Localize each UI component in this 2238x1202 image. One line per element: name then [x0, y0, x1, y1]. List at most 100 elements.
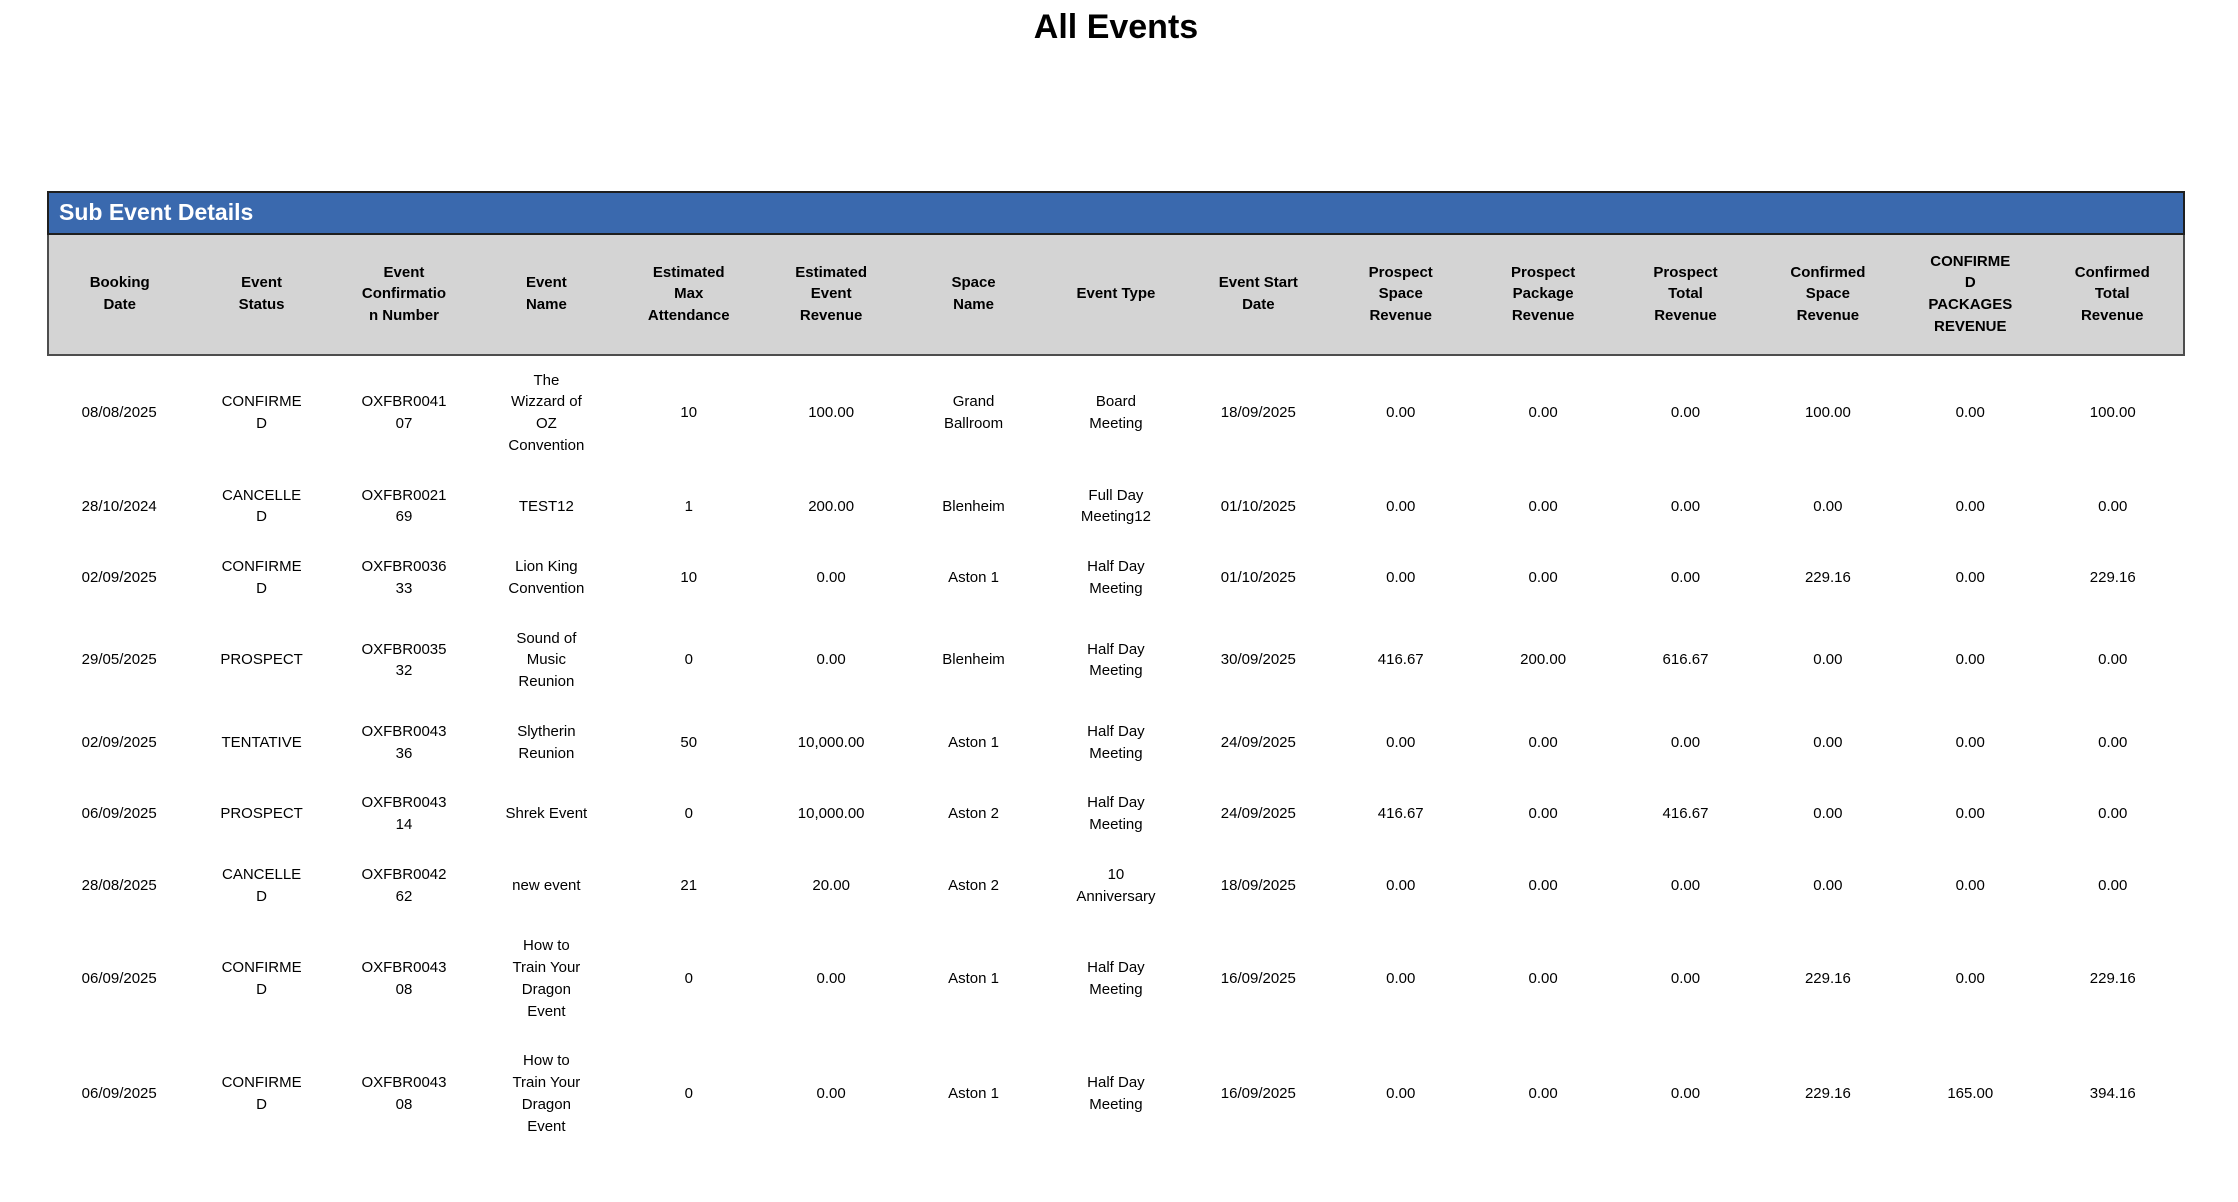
sub-event-details-table: Sub Event Details Booking Date Event Stat… [46, 191, 2185, 1152]
table-cell: 416.67 [1329, 613, 1472, 707]
table-cell: 0.00 [1614, 849, 1757, 922]
table-row: 29/05/2025 PROSPECT OXFBR0035 32 Sound of M… [48, 613, 2184, 707]
table-cell: 0.00 [759, 613, 903, 707]
table-cell: Aston 1 [902, 921, 1045, 1037]
table-cell: OXFBR0043 08 [332, 921, 476, 1037]
column-header: Estimated Event Revenue [759, 233, 903, 356]
column-header: Event Status [190, 233, 333, 356]
table-cell: 02/09/2025 [48, 542, 191, 614]
table-cell: 165.00 [1899, 1036, 2042, 1152]
table-cell: 01/10/2025 [1187, 542, 1330, 614]
table-cell: 0.00 [1899, 613, 2042, 707]
table-cell: 229.16 [1756, 542, 1900, 614]
table-row: 02/09/2025 CONFIRME D OXFBR0036 33 Lion Kin… [48, 542, 2184, 614]
table-cell: 229.16 [1756, 921, 1900, 1037]
table-cell: Blenheim [902, 470, 1045, 543]
column-header: Event Name [475, 233, 618, 356]
page-title: All Events [1033, 8, 1199, 46]
table-cell: 0.00 [1756, 849, 1900, 922]
table-cell: 0.00 [1899, 778, 2042, 850]
table-cell: 0.00 [1614, 921, 1757, 1037]
table-cell: 10,000.00 [759, 778, 903, 850]
table-cell: Full Day Meeting12 [1044, 470, 1188, 543]
table-cell: 0.00 [1471, 706, 1615, 779]
table-cell: OXFBR0041 07 [332, 354, 476, 471]
table-cell: 06/09/2025 [48, 921, 191, 1037]
column-header: Event Start Date [1187, 233, 1330, 356]
table-cell: CONFIRME D [190, 921, 333, 1037]
table-cell: TENTATIVE [190, 706, 333, 779]
table-cell: 18/09/2025 [1187, 354, 1330, 471]
table-cell: Board Meeting [1044, 354, 1188, 471]
table-cell: 06/09/2025 [48, 778, 191, 850]
table-row: 08/08/2025 CONFIRME D OXFBR0041 07 The Wizz… [48, 354, 2184, 471]
table-cell: 24/09/2025 [1187, 778, 1330, 850]
column-header: Prospect Space Revenue [1329, 233, 1472, 356]
table-cell: 0.00 [1614, 470, 1757, 543]
table-cell: 0.00 [1329, 921, 1472, 1037]
table-row: 06/09/2025 CONFIRME D OXFBR0043 08 How to T… [48, 1036, 2184, 1152]
table-cell: 100.00 [2041, 354, 2184, 471]
table-cell: 10 Anniversary [1044, 849, 1188, 922]
table-cell: 08/08/2025 [48, 354, 191, 471]
table-cell: 0.00 [1471, 921, 1615, 1037]
column-header: Event Type [1044, 233, 1188, 356]
report-page: All Events Sub Event Details Booking Dat… [46, 8, 2185, 1152]
table-cell: 16/09/2025 [1187, 921, 1330, 1037]
table-cell: 0.00 [759, 921, 903, 1037]
table-cell: 0.00 [1899, 354, 2042, 471]
table-cell: 229.16 [1756, 1036, 1900, 1152]
table-cell: Half Day Meeting [1044, 706, 1188, 779]
table-cell: 100.00 [759, 354, 903, 471]
table-row: 28/10/2024 CANCELLE D OXFBR0021 69 TEST12 1 2… [48, 470, 2184, 543]
table-cell: 0 [617, 613, 760, 707]
table-cell: 0.00 [759, 542, 903, 614]
column-header: Confirmed Total Revenue [2041, 233, 2185, 356]
table-cell: Half Day Meeting [1044, 613, 1188, 707]
table-cell: 18/09/2025 [1187, 849, 1330, 922]
table-cell: PROSPECT [190, 613, 333, 707]
table-cell: OXFBR0021 69 [332, 470, 476, 543]
table-cell: 229.16 [2041, 542, 2184, 614]
table-cell: Aston 1 [902, 1036, 1045, 1152]
table-cell: 0.00 [1899, 542, 2042, 614]
column-header: CONFIRME D PACKAGES REVENUE [1899, 233, 2042, 356]
table-cell: Half Day Meeting [1044, 1036, 1188, 1152]
table-cell: 100.00 [1756, 354, 1900, 471]
table-cell: new event [475, 849, 618, 922]
table-cell: PROSPECT [190, 778, 333, 850]
table-cell: OXFBR0036 33 [332, 542, 476, 614]
table-cell: CANCELLE D [190, 470, 333, 543]
table-cell: 0.00 [1614, 354, 1757, 471]
table-cell: 229.16 [2041, 921, 2184, 1037]
table-cell: 16/09/2025 [1187, 1036, 1330, 1152]
table-cell: 0.00 [1471, 1036, 1615, 1152]
table-cell: 0.00 [1614, 542, 1757, 614]
table-cell: 10 [617, 542, 760, 614]
table-cell: 416.67 [1329, 778, 1472, 850]
table-row: 28/08/2025 CANCELLE D OXFBR0042 62 new even… [48, 849, 2184, 922]
table-cell: 0.00 [1471, 849, 1615, 922]
table-cell: 0.00 [1899, 706, 2042, 779]
table-cell: Blenheim [902, 613, 1045, 707]
table-cell: Lion King Convention [475, 542, 618, 614]
table-cell: The Wizzard of OZ Convention [475, 354, 618, 471]
table-cell: 416.67 [1614, 778, 1757, 850]
table-cell: 0.00 [1614, 1036, 1757, 1152]
table-cell: 20.00 [759, 849, 903, 922]
table-cell: CONFIRME D [190, 1036, 333, 1152]
table-cell: 21 [617, 849, 760, 922]
table-cell: 0.00 [2041, 706, 2184, 779]
table-cell: 0.00 [2041, 613, 2184, 707]
table-cell: TEST12 [475, 470, 618, 543]
table-cell: 0.00 [2041, 849, 2184, 922]
table-cell: 10,000.00 [759, 706, 903, 779]
column-header: Prospect Package Revenue [1471, 233, 1615, 356]
table-cell: 0.00 [1756, 613, 1900, 707]
section-header-row: Sub Event Details [47, 191, 2185, 235]
table-cell: How to Train Your Dragon Event [475, 921, 618, 1037]
table-cell: 0.00 [1329, 1036, 1472, 1152]
table-cell: 0.00 [2041, 778, 2184, 850]
table-cell: 0.00 [1329, 354, 1472, 471]
table-cell: 01/10/2025 [1187, 470, 1330, 543]
